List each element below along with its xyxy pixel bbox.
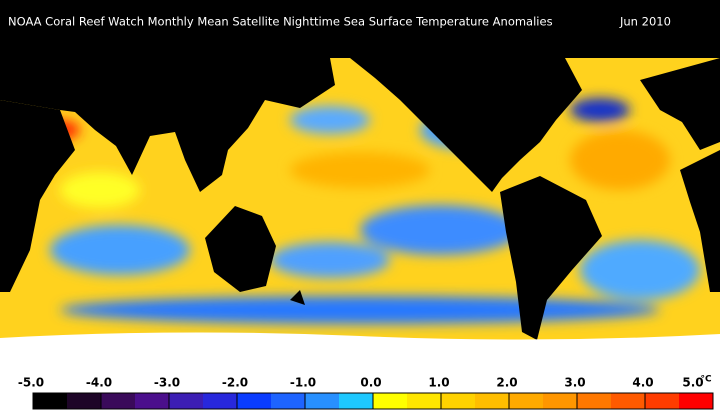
- title: NOAA Coral Reef Watch Monthly Mean Satel…: [8, 15, 553, 29]
- map: [0, 0, 720, 345]
- color-swatch: [33, 393, 68, 409]
- color-swatch: [271, 393, 306, 409]
- color-swatch: [203, 393, 238, 409]
- tick-label: 0.0: [360, 376, 381, 390]
- color-swatch: [339, 393, 374, 409]
- tick-label: -1.0: [290, 376, 316, 390]
- land: [0, 58, 720, 340]
- color-swatch: [135, 393, 170, 409]
- color-swatch: [101, 393, 136, 409]
- color-swatch: [407, 393, 442, 409]
- header-band: [0, 0, 720, 58]
- color-swatch: [577, 393, 612, 409]
- tick-label: 5.0: [682, 376, 703, 390]
- tick-label: 2.0: [496, 376, 517, 390]
- date: Jun 2010: [619, 15, 671, 29]
- color-swatch: [679, 393, 714, 409]
- color-swatch: [373, 393, 408, 409]
- color-swatch: [645, 393, 680, 409]
- tick-label: -4.0: [86, 376, 112, 390]
- color-swatch: [237, 393, 272, 409]
- antarctica: [0, 332, 720, 345]
- color-swatch: [611, 393, 646, 409]
- anomaly-patches: [40, 98, 700, 324]
- tick-label: -5.0: [18, 376, 44, 390]
- color-swatch: [509, 393, 544, 409]
- tick-label: 3.0: [564, 376, 585, 390]
- color-swatch: [169, 393, 204, 409]
- color-swatch: [67, 393, 102, 409]
- tick-label: 4.0: [632, 376, 653, 390]
- color-swatch: [543, 393, 578, 409]
- colorbar: -5.0 -4.0 -3.0 -2.0 -1.0 0.0 1.0 2.0 3.0 4.0 5.0°C: [18, 375, 714, 410]
- tick-label: -3.0: [154, 376, 180, 390]
- tick-label: 1.0: [428, 376, 449, 390]
- color-swatch: [305, 393, 340, 409]
- color-swatch: [441, 393, 476, 409]
- tick-label: -2.0: [222, 376, 248, 390]
- unit-label: °C: [700, 375, 712, 385]
- color-swatch: [475, 393, 510, 409]
